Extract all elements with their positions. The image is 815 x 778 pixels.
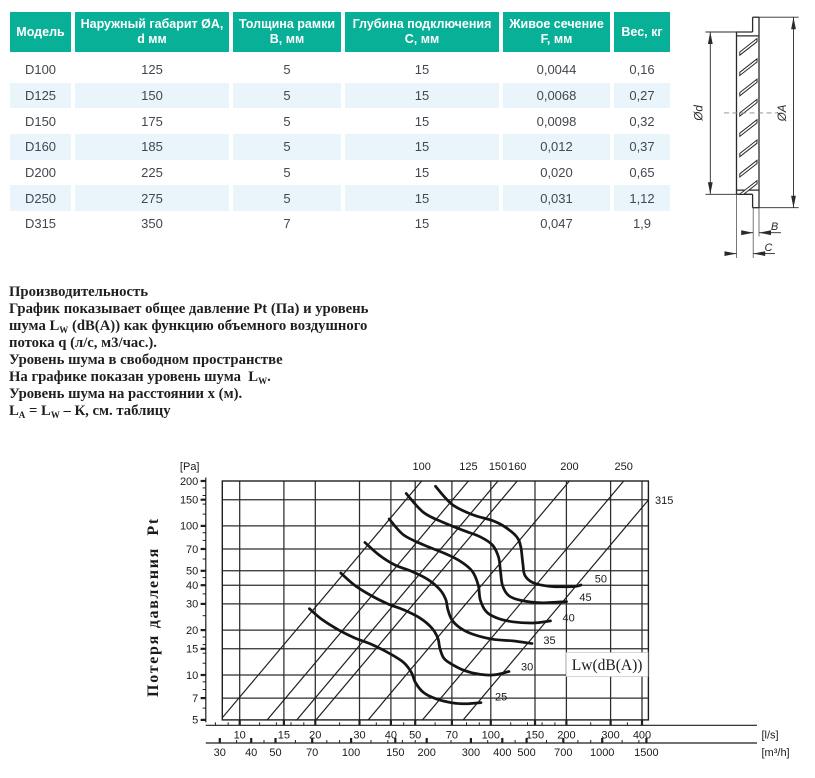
svg-text:160: 160 — [508, 461, 526, 473]
svg-text:200: 200 — [557, 730, 575, 742]
svg-text:50: 50 — [186, 566, 198, 578]
svg-text:10: 10 — [186, 670, 198, 682]
svg-text:70: 70 — [306, 747, 318, 759]
svg-text:30: 30 — [521, 662, 533, 674]
svg-text:B: B — [771, 221, 778, 233]
svg-text:Потеря давления Pt: Потеря давления Pt — [145, 517, 162, 697]
svg-text:15: 15 — [186, 644, 198, 656]
svg-text:70: 70 — [446, 730, 458, 742]
svg-text:10: 10 — [234, 730, 246, 742]
svg-text:45: 45 — [579, 592, 591, 604]
svg-text:25: 25 — [495, 692, 507, 704]
svg-text:[l/s]: [l/s] — [762, 730, 779, 742]
svg-text:1500: 1500 — [634, 747, 658, 759]
svg-text:100: 100 — [413, 461, 431, 473]
svg-text:300: 300 — [601, 730, 619, 742]
svg-text:700: 700 — [554, 747, 572, 759]
svg-text:15: 15 — [278, 730, 290, 742]
svg-text:40: 40 — [385, 730, 397, 742]
svg-text:200: 200 — [418, 747, 436, 759]
svg-text:150: 150 — [386, 747, 404, 759]
svg-text:1000: 1000 — [590, 747, 614, 759]
svg-text:315: 315 — [655, 495, 673, 507]
svg-text:150: 150 — [526, 730, 544, 742]
svg-text:300: 300 — [462, 747, 480, 759]
svg-text:500: 500 — [517, 747, 535, 759]
svg-text:[Pa]: [Pa] — [180, 461, 200, 473]
svg-text:50: 50 — [269, 747, 281, 759]
svg-text:Lw(dB(A)): Lw(dB(A)) — [572, 657, 643, 674]
svg-text:40: 40 — [562, 613, 574, 625]
svg-text:30: 30 — [186, 599, 198, 611]
svg-text:70: 70 — [186, 544, 198, 556]
svg-text:[m³/h]: [m³/h] — [762, 747, 790, 759]
svg-text:100: 100 — [180, 521, 198, 533]
svg-text:100: 100 — [342, 747, 360, 759]
svg-text:20: 20 — [186, 625, 198, 637]
svg-text:200: 200 — [180, 476, 198, 488]
svg-text:30: 30 — [214, 747, 226, 759]
svg-text:20: 20 — [309, 730, 321, 742]
svg-text:200: 200 — [560, 461, 578, 473]
svg-text:40: 40 — [245, 747, 257, 759]
svg-text:ØA: ØA — [777, 104, 789, 122]
svg-text:150: 150 — [489, 461, 507, 473]
svg-text:C: C — [765, 242, 773, 254]
svg-text:100: 100 — [482, 730, 500, 742]
svg-text:Ød: Ød — [694, 105, 706, 122]
svg-text:150: 150 — [180, 495, 198, 507]
svg-text:35: 35 — [543, 635, 555, 647]
svg-text:40: 40 — [186, 580, 198, 592]
svg-text:50: 50 — [595, 574, 607, 586]
svg-text:400: 400 — [493, 747, 511, 759]
svg-text:7: 7 — [192, 693, 198, 705]
svg-text:30: 30 — [353, 730, 365, 742]
svg-text:50: 50 — [409, 730, 421, 742]
svg-text:125: 125 — [459, 461, 477, 473]
svg-text:250: 250 — [615, 461, 633, 473]
svg-text:400: 400 — [633, 730, 651, 742]
svg-text:5: 5 — [192, 715, 198, 727]
